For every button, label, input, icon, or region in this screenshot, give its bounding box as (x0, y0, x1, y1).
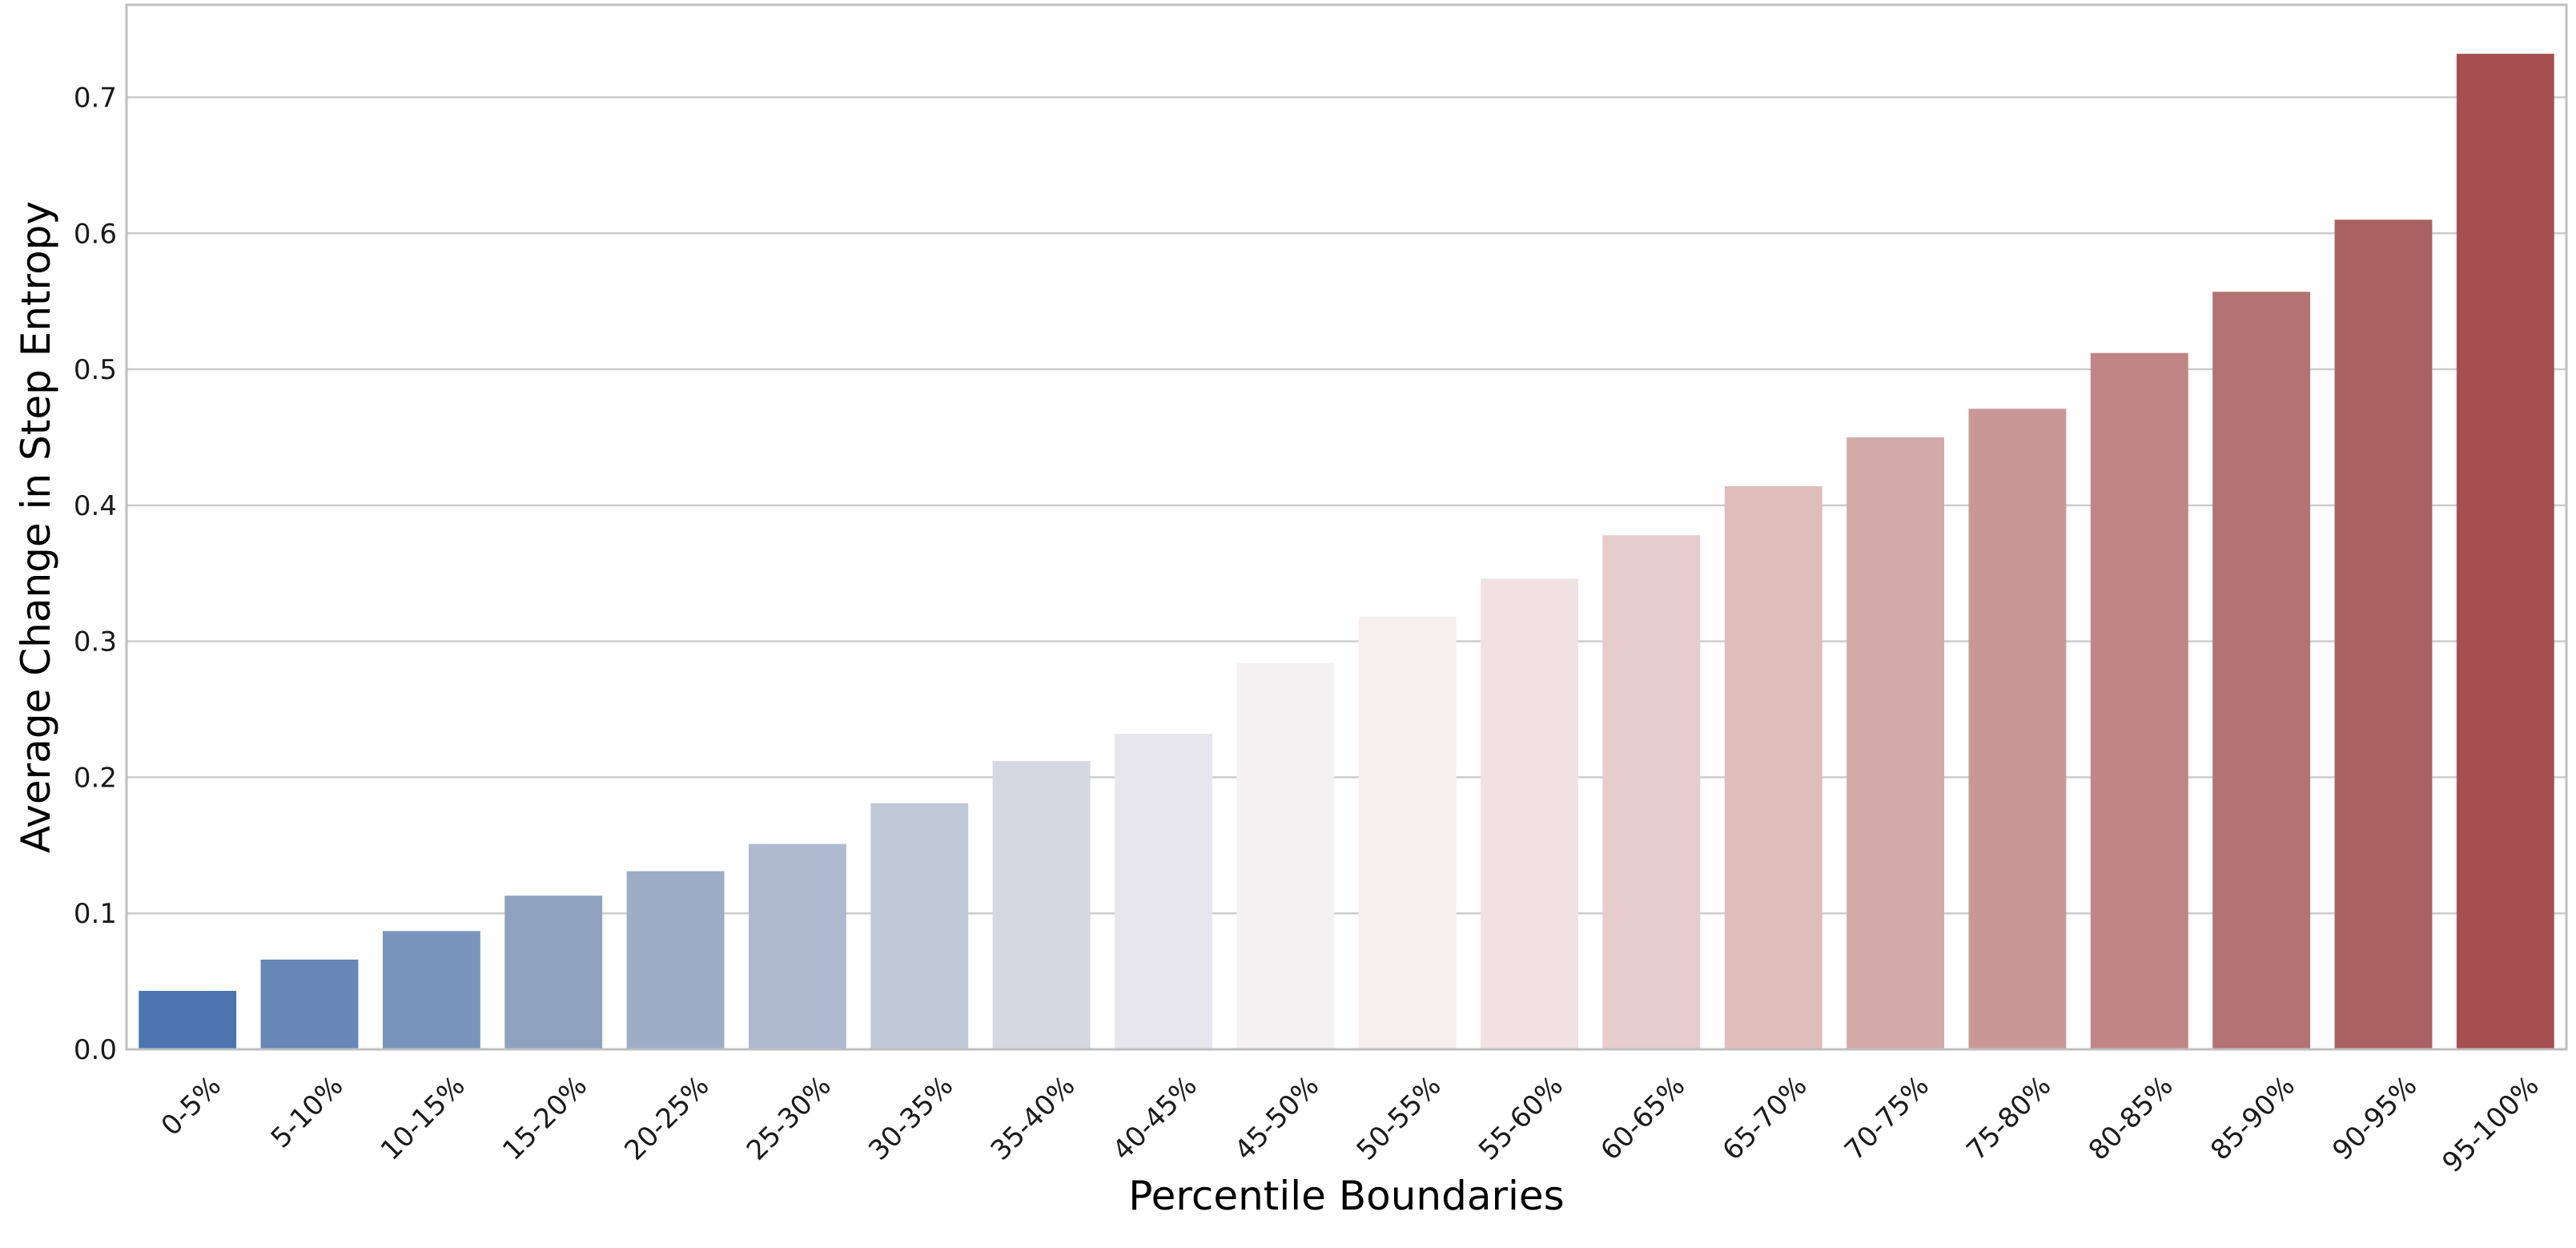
bar (626, 871, 725, 1049)
x-tick-label: 60-65% (1594, 1070, 1691, 1167)
bar (992, 761, 1091, 1049)
x-tick-label: 35-40% (985, 1070, 1082, 1167)
y-tick-label: 0.0 (74, 1034, 117, 1066)
x-tick-label: 0-5% (155, 1070, 227, 1142)
x-tick-label: 45-50% (1228, 1070, 1325, 1167)
y-axis-title: Average Change in Step Entropy (13, 201, 59, 853)
y-axis-ticks: 0.0 0.1 0.2 0.3 0.4 0.5 0.6 0.7 (74, 82, 117, 1066)
y-tick-label: 0.5 (74, 354, 117, 386)
x-tick-label: 55-60% (1473, 1070, 1569, 1167)
x-axis-ticks: 0-5% 5-10% 10-15% 15-20% 20-25% 25-30% 30-35% 3… (155, 1070, 2546, 1179)
bar (1481, 578, 1578, 1049)
bar (1602, 535, 1701, 1049)
bar (504, 896, 603, 1049)
x-tick-label: 10-15% (375, 1070, 472, 1167)
x-tick-label: 90-95% (2326, 1070, 2423, 1167)
x-tick-label: 65-70% (1717, 1070, 1814, 1167)
gridlines (127, 96, 2566, 1051)
x-tick-label: 20-25% (618, 1070, 715, 1167)
plot-frame (125, 3, 2568, 1051)
bar (1115, 734, 1212, 1049)
x-tick-label: 25-30% (741, 1070, 838, 1167)
x-tick-label: 75-80% (1960, 1070, 2057, 1167)
bars (139, 54, 2554, 1050)
bar (1724, 486, 1822, 1049)
bar (2456, 54, 2554, 1049)
bar (139, 990, 237, 1049)
y-tick-label: 0.7 (74, 82, 117, 114)
y-tick-label: 0.4 (74, 490, 117, 522)
bar (2090, 352, 2188, 1050)
x-tick-label: 70-75% (1839, 1070, 1935, 1167)
bar (1236, 662, 1335, 1049)
bar (1358, 617, 1457, 1049)
bar (2212, 292, 2311, 1050)
bar (1968, 409, 2067, 1049)
x-tick-label: 5-10% (265, 1070, 350, 1155)
bar (870, 803, 969, 1049)
x-tick-label: 80-85% (2083, 1070, 2180, 1167)
bar (2334, 219, 2433, 1049)
x-axis-title: Percentile Boundaries (1128, 1173, 1564, 1219)
y-tick-label: 0.6 (74, 218, 117, 250)
bar (748, 843, 846, 1049)
x-tick-label: 15-20% (496, 1070, 593, 1167)
x-tick-label: 85-90% (2204, 1070, 2301, 1167)
x-tick-label: 40-45% (1107, 1070, 1204, 1167)
bar (260, 959, 359, 1049)
bar (1847, 437, 1945, 1049)
x-tick-label: 30-35% (862, 1070, 959, 1167)
x-tick-label: 50-55% (1351, 1070, 1448, 1167)
y-tick-label: 0.3 (74, 626, 117, 658)
y-tick-label: 0.1 (74, 898, 117, 930)
x-tick-label: 95-100% (2436, 1070, 2545, 1179)
y-tick-label: 0.2 (74, 762, 117, 794)
bar (382, 931, 480, 1049)
